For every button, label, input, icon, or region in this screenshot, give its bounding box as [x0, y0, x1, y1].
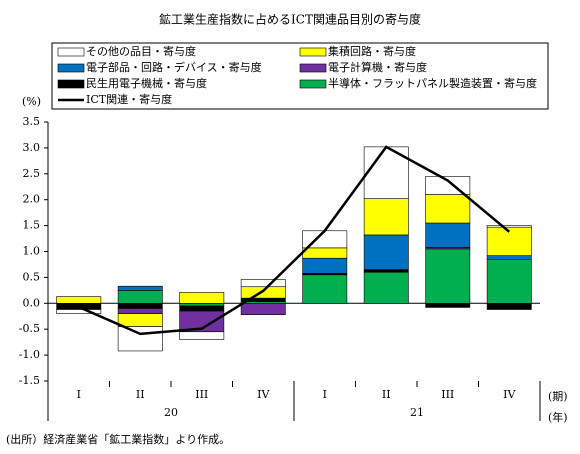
legend-label: その他の品目・寄与度 — [86, 44, 196, 58]
legend-swatch — [299, 47, 327, 57]
x-tick-label: IV — [503, 388, 516, 401]
bar-segment — [302, 247, 348, 259]
x-tick-label: I — [323, 388, 327, 401]
legend-swatch — [299, 63, 327, 73]
y-tick-label: 0.0 — [23, 296, 41, 309]
y-tick-label: 2.5 — [23, 167, 41, 180]
bar-segment — [363, 234, 409, 270]
bar-segment — [179, 302, 225, 307]
bar-segment — [363, 271, 409, 304]
bar-segment — [56, 296, 102, 304]
bar-segment — [363, 269, 409, 273]
x-tick-label: III — [441, 388, 454, 401]
x-tick-label: I — [77, 388, 81, 401]
bar-segment — [56, 309, 102, 314]
legend-swatch — [299, 79, 327, 89]
x-tick-label: IV — [257, 388, 270, 401]
y-tick-label: 2.0 — [23, 193, 41, 206]
legend-swatch — [57, 47, 85, 57]
chart-title: 鉱工業生産指数に占めるICT関連品目別の寄与度 — [159, 12, 421, 27]
y-tick-label: 0.5 — [23, 270, 41, 283]
bar-segment — [486, 255, 532, 260]
source-note: (出所）経済産業省「鉱工業指数」より作成。 — [6, 432, 230, 446]
bar-segment — [302, 257, 348, 274]
bar-segment — [117, 302, 163, 309]
legend-label: ICT関連・寄与度 — [86, 92, 172, 106]
bar-segment — [425, 248, 471, 304]
legend-swatch — [57, 79, 85, 89]
legend-label: 集積回路・寄与度 — [328, 44, 416, 58]
bar-segment — [240, 302, 286, 315]
bar-segment — [302, 274, 348, 304]
bar-segment — [179, 305, 225, 312]
bar-segment — [425, 302, 471, 308]
legend-label: 電子部品・回路・デバイス・寄与度 — [86, 60, 262, 74]
y-unit: (%) — [22, 95, 41, 108]
bar-segment — [117, 285, 163, 291]
line-series — [78, 145, 511, 336]
bar-segment — [240, 279, 286, 288]
bar-segment — [425, 222, 471, 248]
bar-segment — [486, 258, 532, 304]
bar-segment — [56, 302, 102, 310]
legend-box — [51, 42, 549, 110]
x-tick-label: II — [382, 388, 391, 401]
year-label: 20 — [164, 406, 178, 419]
bar-segment — [486, 302, 532, 310]
x-tick-label: III — [195, 388, 208, 401]
year-label: 21 — [410, 406, 424, 419]
y-tick-label: 1.0 — [23, 245, 41, 258]
y-tick-label: -1.5 — [19, 374, 40, 387]
y-tick-label: 3.5 — [23, 115, 41, 128]
legend-label: 半導体・フラットパネル製造装置・寄与度 — [328, 76, 537, 90]
bar-segment — [117, 326, 163, 352]
legend-swatch — [57, 63, 85, 73]
y-tick-label: -0.5 — [19, 322, 40, 335]
bar-segment — [179, 331, 225, 340]
bar-segment — [363, 198, 409, 236]
legend-label: 電子計算機・寄与度 — [328, 60, 427, 74]
x-tick-label: II — [136, 388, 145, 401]
x-unit: (期) — [548, 390, 568, 403]
bar-segment — [425, 194, 471, 224]
y-tick-label: 1.5 — [23, 219, 41, 232]
bar-segment — [486, 225, 532, 228]
legend-label: 民生用電子機械・寄与度 — [86, 76, 207, 90]
bar-segment — [117, 308, 163, 314]
bar-segment — [117, 313, 163, 327]
y-tick-label: -1.0 — [19, 348, 40, 361]
bar-segment — [240, 286, 286, 299]
bar-segment — [179, 292, 225, 304]
bar-segment — [486, 226, 532, 256]
y-tick-label: 3.0 — [23, 141, 41, 154]
bar-segment — [117, 290, 163, 304]
year-unit: (年) — [548, 410, 568, 424]
